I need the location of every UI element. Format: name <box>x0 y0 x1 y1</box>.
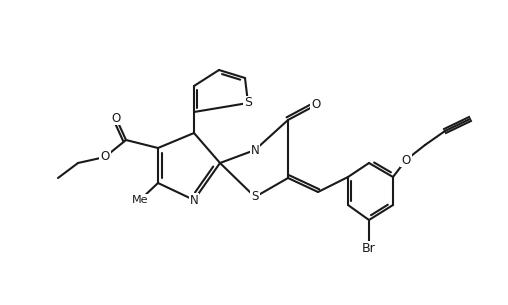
Text: N: N <box>250 143 260 156</box>
Text: O: O <box>311 99 321 112</box>
Text: Me: Me <box>132 195 148 205</box>
Text: S: S <box>251 191 259 203</box>
Text: Br: Br <box>362 242 376 254</box>
Text: S: S <box>244 96 252 109</box>
Text: N: N <box>189 193 199 206</box>
Text: O: O <box>101 150 110 163</box>
Text: O: O <box>111 112 120 124</box>
Text: O: O <box>401 153 410 167</box>
